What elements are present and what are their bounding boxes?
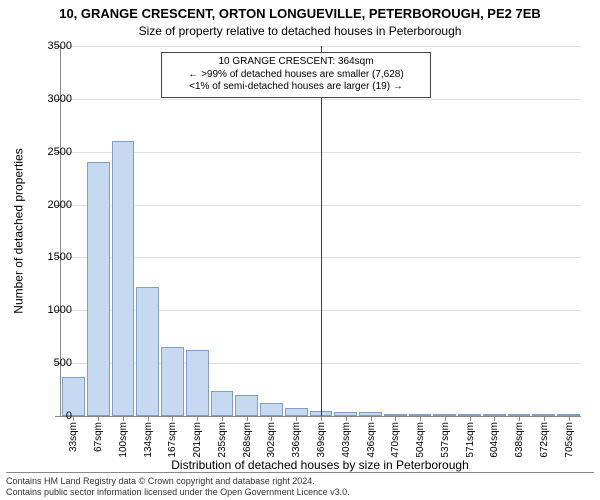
y-tick-label: 3500 — [27, 40, 72, 52]
x-tick — [445, 416, 446, 421]
footer-attribution: Contains HM Land Registry data © Crown c… — [6, 472, 594, 498]
x-tick-label: 537sqm — [440, 422, 451, 458]
x-tick — [395, 416, 396, 421]
x-tick-label: 67sqm — [93, 422, 104, 452]
reference-line — [321, 46, 322, 416]
x-tick-label: 705sqm — [564, 422, 575, 458]
x-tick — [569, 416, 570, 421]
x-tick-label: 638sqm — [514, 422, 525, 458]
x-tick — [271, 416, 272, 421]
y-tick-label: 2000 — [27, 199, 72, 211]
y-axis-label-wrap: Number of detached properties — [12, 46, 26, 416]
y-tick-label: 500 — [27, 357, 72, 369]
x-tick-label: 336sqm — [291, 422, 302, 458]
x-tick-label: 436sqm — [366, 422, 377, 458]
x-tick-label: 672sqm — [539, 422, 550, 458]
x-tick — [544, 416, 545, 421]
x-axis-label: Distribution of detached houses by size … — [60, 458, 580, 472]
x-tick — [73, 416, 74, 421]
annotation-line2: ← >99% of detached houses are smaller (7… — [168, 69, 424, 82]
annotation-box: 10 GRANGE CRESCENT: 364sqm← >99% of deta… — [161, 52, 431, 98]
chart-container: 10, GRANGE CRESCENT, ORTON LONGUEVILLE, … — [0, 0, 600, 500]
histogram-bar — [186, 350, 209, 416]
histogram-bar — [235, 395, 258, 416]
histogram-bar — [161, 347, 184, 416]
plot-area: 10 GRANGE CRESCENT: 364sqm← >99% of deta… — [60, 46, 581, 417]
y-axis-label: Number of detached properties — [12, 148, 26, 313]
histogram-bar — [87, 162, 110, 416]
x-tick-label: 268sqm — [242, 422, 253, 458]
annotation-line3: <1% of semi-detached houses are larger (… — [168, 81, 424, 94]
x-tick-label: 470sqm — [390, 422, 401, 458]
x-tick — [371, 416, 372, 421]
x-tick-label: 604sqm — [489, 422, 500, 458]
x-tick-label: 201sqm — [192, 422, 203, 458]
histogram-bar — [285, 408, 308, 416]
x-tick-label: 167sqm — [167, 422, 178, 458]
x-tick — [519, 416, 520, 421]
x-tick — [222, 416, 223, 421]
x-tick — [247, 416, 248, 421]
chart-title-line1: 10, GRANGE CRESCENT, ORTON LONGUEVILLE, … — [0, 6, 600, 21]
x-tick-label: 302sqm — [266, 422, 277, 458]
x-tick — [197, 416, 198, 421]
x-tick — [470, 416, 471, 421]
annotation-line1: 10 GRANGE CRESCENT: 364sqm — [168, 56, 424, 69]
x-tick-label: 369sqm — [316, 422, 327, 458]
x-tick-label: 134sqm — [143, 422, 154, 458]
x-tick-label: 235sqm — [217, 422, 228, 458]
y-tick-label: 0 — [27, 410, 72, 422]
x-tick — [98, 416, 99, 421]
histogram-bar — [211, 391, 234, 416]
x-tick — [346, 416, 347, 421]
x-tick — [172, 416, 173, 421]
x-tick-label: 571sqm — [465, 422, 476, 458]
x-tick — [420, 416, 421, 421]
histogram-bar — [136, 287, 159, 416]
x-tick-label: 403sqm — [341, 422, 352, 458]
x-tick-label: 100sqm — [118, 422, 129, 458]
histogram-bar — [260, 403, 283, 416]
x-tick-label: 33sqm — [68, 422, 79, 452]
footer-line1: Contains HM Land Registry data © Crown c… — [6, 476, 594, 487]
y-tick-label: 3000 — [27, 93, 72, 105]
x-tick — [148, 416, 149, 421]
x-tick — [296, 416, 297, 421]
y-tick-label: 2500 — [27, 146, 72, 158]
x-tick — [123, 416, 124, 421]
footer-line2: Contains public sector information licen… — [6, 487, 594, 498]
x-tick — [321, 416, 322, 421]
x-tick — [494, 416, 495, 421]
y-tick-label: 1500 — [27, 251, 72, 263]
histogram-bar — [112, 141, 135, 416]
chart-title-line2: Size of property relative to detached ho… — [0, 24, 600, 38]
y-tick-label: 1000 — [27, 304, 72, 316]
x-tick-label: 504sqm — [415, 422, 426, 458]
